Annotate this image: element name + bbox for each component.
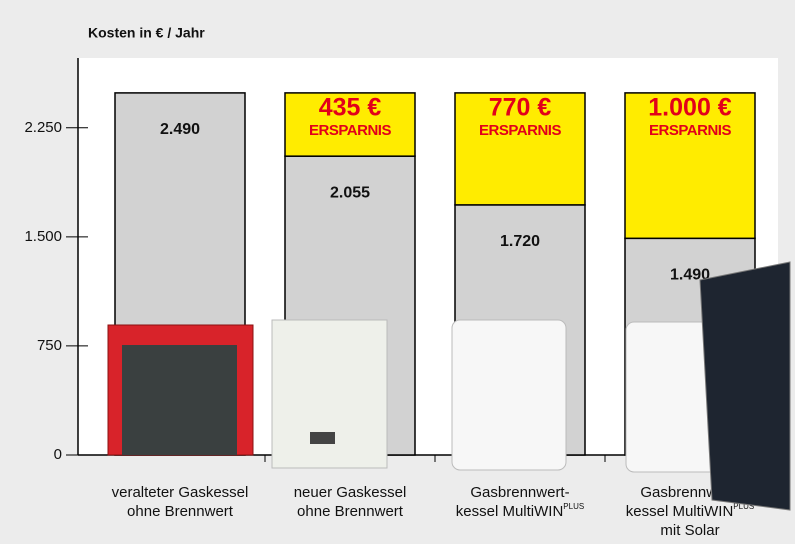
savings-label: 435 € xyxy=(319,94,382,122)
x-tick-label-text: ohne Brennwert xyxy=(297,503,404,520)
condensing-boiler xyxy=(451,319,567,471)
y-tick-label: 0 xyxy=(54,446,62,463)
old-boiler-front xyxy=(122,345,237,455)
x-tick-label-text: kessel MultiWIN xyxy=(456,503,564,520)
y-tick-label: 1.500 xyxy=(24,228,62,245)
x-tick-label-text: ohne Brennwert xyxy=(127,503,234,520)
savings-label: 1.000 € xyxy=(648,94,732,122)
savings-name: ERSPARNIS xyxy=(479,122,561,139)
x-tick-label-sup: PLUS xyxy=(733,502,754,511)
x-tick-label: Gasbrennwert- xyxy=(470,484,569,501)
x-tick-label: veralteter Gaskessel xyxy=(112,484,249,501)
x-tick-label: mit Solar xyxy=(660,522,719,539)
savings-bar xyxy=(624,92,756,240)
x-tick-label-text: kessel MultiWIN xyxy=(626,503,734,520)
x-tick-label-text: mit Solar xyxy=(660,522,719,539)
y-tick-label: 2.250 xyxy=(24,119,62,136)
solar-panel xyxy=(699,261,791,511)
value-label: 1.720 xyxy=(500,233,540,250)
chart-title: Kosten in € / Jahr xyxy=(88,25,205,41)
savings-bar xyxy=(284,92,416,157)
x-tick-label-sup: PLUS xyxy=(563,502,584,511)
value-label: 1.490 xyxy=(670,267,710,284)
x-tick-label: kessel MultiWINPLUS xyxy=(456,502,584,520)
savings-name: ERSPARNIS xyxy=(649,122,731,139)
boiler-display xyxy=(310,432,335,444)
savings-bar xyxy=(454,92,586,206)
x-tick-label-text: veralteter Gaskessel xyxy=(112,484,249,501)
x-tick-label: kessel MultiWINPLUS xyxy=(626,502,754,520)
savings-label: 770 € xyxy=(489,94,552,122)
x-tick-label-text: neuer Gaskessel xyxy=(294,484,407,501)
x-tick-label: ohne Brennwert xyxy=(127,503,234,520)
savings-name: ERSPARNIS xyxy=(309,122,391,139)
y-tick-label: 750 xyxy=(37,337,62,354)
value-label: 2.490 xyxy=(160,121,200,138)
x-tick-label-text: Gasbrennwert- xyxy=(470,484,569,501)
product-images xyxy=(107,261,791,511)
x-tick-label: neuer Gaskessel xyxy=(294,484,407,501)
x-tick-label: ohne Brennwert xyxy=(297,503,404,520)
new-boiler xyxy=(271,319,388,469)
value-label: 2.055 xyxy=(330,184,370,201)
